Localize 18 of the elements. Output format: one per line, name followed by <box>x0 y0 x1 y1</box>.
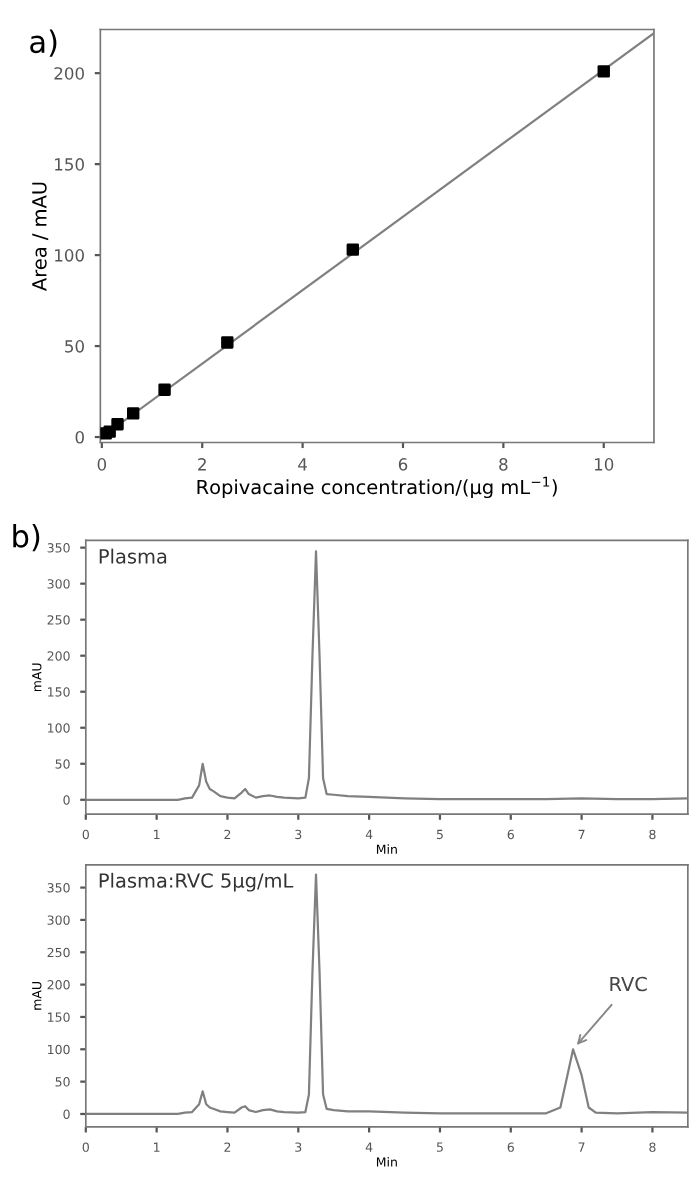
annotation: RVC <box>610 976 647 992</box>
annotation: Plasma:RVC 5µg/mL <box>99 872 294 892</box>
x-tick-label: 2 <box>198 458 206 471</box>
text: b) <box>13 524 40 552</box>
text: a) <box>30 29 57 57</box>
y-tick-label: 50 <box>65 340 84 353</box>
y-tick-label: 150 <box>55 158 84 171</box>
x-tick-label: 4 <box>298 458 307 471</box>
x-tick-label: 10 <box>594 458 614 471</box>
y-axis-title: Area / mAU <box>32 182 49 291</box>
y-tick-label: 100 <box>55 249 84 262</box>
x-tick-label: 6 <box>398 458 408 471</box>
x-tick-label: 8 <box>499 458 508 471</box>
x-axis-title: Ropivacaine concentration/(µg mL$^{−1}$) <box>197 476 557 499</box>
y-tick-label: 0 <box>75 431 84 444</box>
y-tick-label: 200 <box>54 67 84 80</box>
x-tick-label: 0 <box>97 458 107 471</box>
annotation: Plasma <box>99 548 167 564</box>
